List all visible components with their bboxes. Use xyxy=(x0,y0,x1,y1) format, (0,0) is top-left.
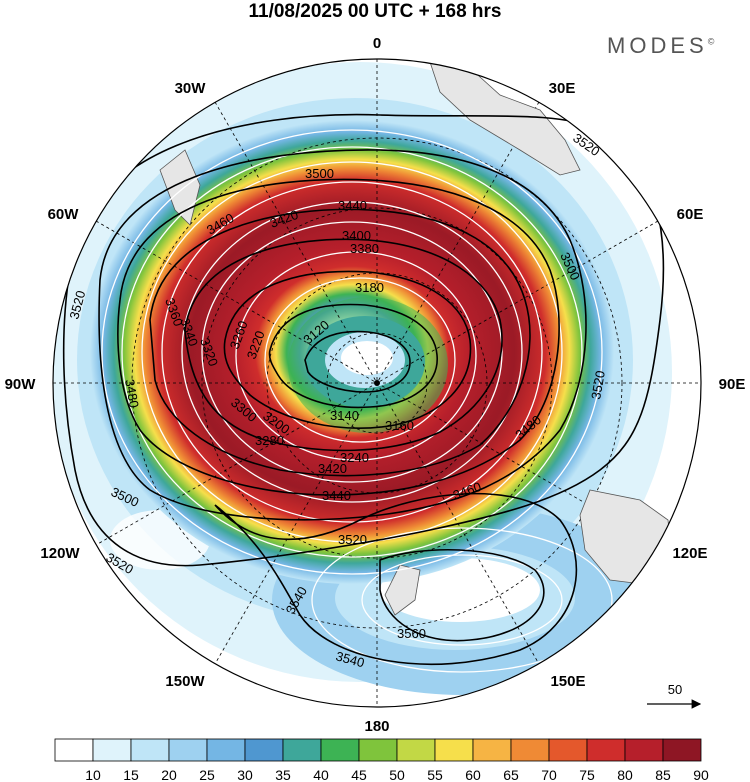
contour-3560 xyxy=(379,548,545,642)
contour-label: 3560 xyxy=(397,626,426,641)
colorbar-swatch xyxy=(358,738,398,762)
contour-label: 3520 xyxy=(66,289,88,321)
colorbar-tick-label: 90 xyxy=(693,767,709,782)
colorbar-swatch xyxy=(548,738,588,762)
height-contours xyxy=(62,113,665,666)
colorbar-swatch xyxy=(434,738,474,762)
lon-label-120w: 120W xyxy=(40,545,80,562)
colorbar-tick-label: 15 xyxy=(123,767,139,782)
contour-3540 xyxy=(214,492,578,666)
colorbar-swatch xyxy=(396,738,436,762)
map-disc: 3520 3520 3520 3520 3520 3500 3500 3500 … xyxy=(53,59,701,707)
colorbar-tick-label: 20 xyxy=(161,767,177,782)
colorbar-swatch xyxy=(168,738,208,762)
longitude-labels: 0 30E 60E 90E 120E 150E 180 150W 120W 90… xyxy=(5,35,746,735)
colorbar-swatch xyxy=(206,738,246,762)
lon-label-120e: 120E xyxy=(672,545,707,562)
map-boundary xyxy=(52,58,702,708)
contour-label: 3500 xyxy=(305,166,334,181)
contour-label: 3180 xyxy=(355,280,384,295)
contour-3520 xyxy=(62,113,665,567)
colorbar-swatch xyxy=(92,738,132,762)
lon-label-180: 180 xyxy=(364,718,389,735)
new-zealand xyxy=(384,564,421,616)
colorbar-tick-label: 45 xyxy=(351,767,367,782)
colorbar-swatch xyxy=(662,738,702,762)
contour-label: 3160 xyxy=(385,418,414,433)
copyright-mark: © xyxy=(707,36,719,47)
lon-label-90w: 90W xyxy=(5,376,37,393)
colorbar-swatch xyxy=(624,738,664,762)
lon-label-60w: 60W xyxy=(48,206,80,223)
contour-label: 3140 xyxy=(330,408,359,423)
lon-label-90e: 90E xyxy=(719,376,746,393)
colorbar-swatch xyxy=(54,738,94,762)
colorbar-tick-label: 85 xyxy=(655,767,671,782)
lon-label-60e: 60E xyxy=(677,206,704,223)
contour-label: 3480 xyxy=(122,378,142,409)
contour-label: 3520 xyxy=(338,532,367,547)
lon-label-30e: 30E xyxy=(549,80,576,97)
colorbar-tick-label: 10 xyxy=(85,767,101,782)
lon-label-150w: 150W xyxy=(165,673,205,690)
chart-title: 11/08/2025 00 UTC + 168 hrs xyxy=(248,1,502,22)
colorbar-tick-label: 55 xyxy=(427,767,443,782)
contour-label: 3540 xyxy=(334,648,366,670)
brand-logo: MODES© xyxy=(607,33,718,59)
contour-label: 3440 xyxy=(338,198,367,213)
colorbar-swatch xyxy=(244,738,284,762)
colorbar-swatch xyxy=(510,738,550,762)
colorbar-tick-label: 70 xyxy=(541,767,557,782)
contour-label: 3400 xyxy=(342,228,371,243)
colorbar-tick-label: 30 xyxy=(237,767,253,782)
colorbar-tick-label: 35 xyxy=(275,767,291,782)
colorbar-tick-label: 65 xyxy=(503,767,519,782)
lon-label-0: 0 xyxy=(373,35,381,52)
reference-vector-label: 50 xyxy=(668,682,682,697)
colorbar-swatch xyxy=(130,738,170,762)
wind-streamlines xyxy=(101,129,613,673)
colorbar-tick-label: 25 xyxy=(199,767,215,782)
colorbar-tick-label: 75 xyxy=(579,767,595,782)
brand-name: MODES xyxy=(607,33,708,58)
colorbar-swatch xyxy=(472,738,512,762)
colorbar-swatch xyxy=(320,738,360,762)
contour-label: 3420 xyxy=(318,461,347,476)
colorbar-tick-label: 50 xyxy=(389,767,405,782)
contour-label: 3380 xyxy=(350,241,379,256)
colorbar-swatch xyxy=(282,738,322,762)
contour-label: 3240 xyxy=(340,450,369,465)
colorbar-tick-label: 80 xyxy=(617,767,633,782)
contour-label: 3440 xyxy=(322,488,351,503)
contour-label: 3520 xyxy=(588,369,608,400)
colorbar-swatch xyxy=(586,738,626,762)
contour-3500 xyxy=(98,149,587,521)
contour-label: 3280 xyxy=(255,433,284,448)
colorbar-tick-label: 60 xyxy=(465,767,481,782)
colorbar: 10 15 20 25 30 35 40 45 50 55 60 65 70 75 80 85 90 xyxy=(54,738,709,782)
colorbar-tick-label: 40 xyxy=(313,767,329,782)
africa xyxy=(429,61,581,176)
lon-label-150e: 150E xyxy=(550,673,585,690)
lon-label-30w: 30W xyxy=(175,80,207,97)
south-pole-marker xyxy=(374,380,380,386)
reference-vector: 50 xyxy=(647,682,702,709)
